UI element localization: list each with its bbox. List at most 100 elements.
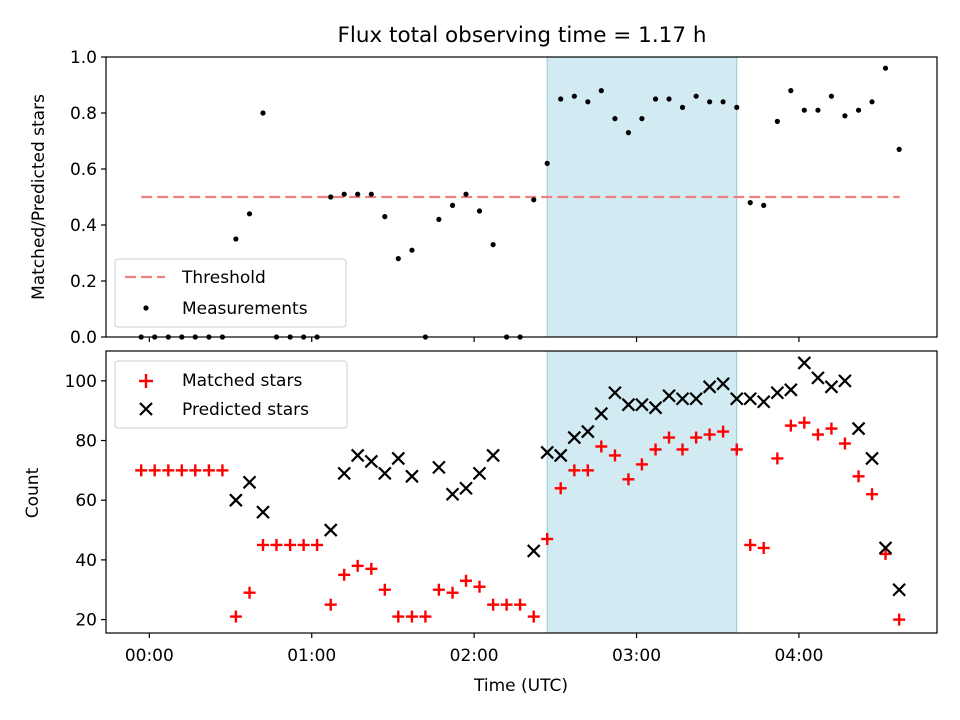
matched-star-point xyxy=(351,559,364,572)
measurement-point xyxy=(233,236,239,242)
bottom-y-ticks: 20 40 60 80 100 xyxy=(65,372,106,631)
top-y-tick-label: 1.0 xyxy=(70,48,97,68)
predicted-star-points xyxy=(229,356,906,597)
matched-star-point xyxy=(148,464,161,477)
cross-b xyxy=(242,475,257,490)
measurement-point xyxy=(395,256,401,262)
matched-star-point xyxy=(243,586,256,599)
cross-b xyxy=(256,505,270,519)
predicted-star-point xyxy=(784,383,798,397)
predicted-star-point xyxy=(337,466,351,481)
measurement-point xyxy=(571,93,577,99)
measurement-point xyxy=(747,200,753,206)
measurement-point xyxy=(652,96,659,102)
cross-b xyxy=(350,448,365,463)
predicted-star-point xyxy=(229,493,243,507)
predicted-star-point xyxy=(256,505,270,519)
top-y-tick-label: 0.6 xyxy=(70,160,97,180)
matched-star-point xyxy=(784,419,797,432)
bottom-axes-frame xyxy=(105,350,938,634)
cross-b xyxy=(811,371,825,385)
matched-star-point xyxy=(879,547,892,560)
matched-star-point xyxy=(852,470,865,483)
cross-b xyxy=(892,582,906,597)
measurement-point xyxy=(260,110,266,116)
predicted-star-point xyxy=(756,394,771,409)
bottom-y-tick-label: 40 xyxy=(75,551,97,571)
predicted-star-point xyxy=(865,451,879,466)
measurement-point xyxy=(531,197,537,203)
measurement-point xyxy=(598,88,604,94)
cross-b xyxy=(567,430,582,445)
matched-star-point xyxy=(338,568,351,581)
predicted-star-point xyxy=(553,448,568,463)
measurement-point xyxy=(882,65,889,71)
cross-b xyxy=(364,454,379,469)
predicted-star-point xyxy=(608,385,622,400)
measurement-point xyxy=(328,194,334,200)
matched-star-point xyxy=(135,464,148,477)
matched-star-point xyxy=(581,464,594,477)
cross-b xyxy=(432,460,446,475)
cross-b xyxy=(581,424,595,439)
top-y-axis-label: Matched/Predicted stars xyxy=(29,94,49,300)
x-tick-label: 03:00 xyxy=(612,646,661,666)
top-legend: Threshold Measurements xyxy=(114,258,347,328)
matched-star-point xyxy=(730,443,743,456)
top-y-tick-label: 0.4 xyxy=(70,216,97,236)
matched-star-point xyxy=(703,428,716,441)
matched-star-point xyxy=(798,416,811,429)
predicted-star-point xyxy=(851,421,866,436)
matched-star-point xyxy=(514,598,527,611)
predicted-star-point xyxy=(662,388,676,403)
x-tick-label: 02:00 xyxy=(450,646,499,666)
matched-star-point xyxy=(635,458,648,471)
matched-star-point xyxy=(866,488,879,501)
measurement-point xyxy=(869,99,875,105)
cross-b xyxy=(824,380,839,394)
matched-star-point xyxy=(608,449,621,462)
matched-star-point xyxy=(202,464,215,477)
legend-predicted-swatch xyxy=(139,402,153,416)
cross-b xyxy=(323,523,338,537)
measurement-point xyxy=(341,191,347,197)
cross-b xyxy=(743,391,758,406)
chart-title: Flux total observing time = 1.17 h xyxy=(338,23,707,48)
matched-star-point xyxy=(446,586,459,599)
measurement-point xyxy=(409,247,415,253)
matched-star-point xyxy=(690,431,703,444)
predicted-star-point xyxy=(824,380,839,394)
measurement-point xyxy=(828,93,835,99)
predicted-star-point xyxy=(635,397,649,412)
predicted-star-point xyxy=(486,448,500,463)
bottom-observing-band xyxy=(546,350,738,634)
cross-b xyxy=(662,388,676,403)
matched-star-point xyxy=(162,464,175,477)
predicted-star-point xyxy=(391,451,406,466)
matched-star-point xyxy=(825,422,838,435)
top-legend-box xyxy=(114,258,347,328)
legend-measurements-label: Measurements xyxy=(182,299,308,319)
matched-star-point xyxy=(229,610,242,623)
matched-star-point xyxy=(622,473,635,486)
predicted-star-point xyxy=(675,391,690,406)
predicted-star-point xyxy=(432,460,446,475)
measurement-point xyxy=(855,107,862,113)
measurement-point xyxy=(246,211,253,217)
matched-star-point xyxy=(500,598,513,611)
matched-star-point xyxy=(676,443,689,456)
predicted-star-point xyxy=(702,380,717,394)
measurement-point xyxy=(449,202,456,208)
matched-star-point xyxy=(378,583,391,596)
measurement-point xyxy=(801,107,807,113)
legend-matched-label: Matched stars xyxy=(182,371,302,391)
cross-b xyxy=(838,374,852,388)
measurement-point xyxy=(463,191,469,197)
top-panel: 0.0 0.2 0.4 0.6 0.8 1.0 Matched/Predicted sta… xyxy=(29,48,938,348)
matched-star-point xyxy=(554,482,567,495)
measurement-point xyxy=(436,216,442,222)
matched-star-point xyxy=(838,437,851,450)
cross-b xyxy=(229,493,243,507)
measurement-point xyxy=(612,116,618,122)
